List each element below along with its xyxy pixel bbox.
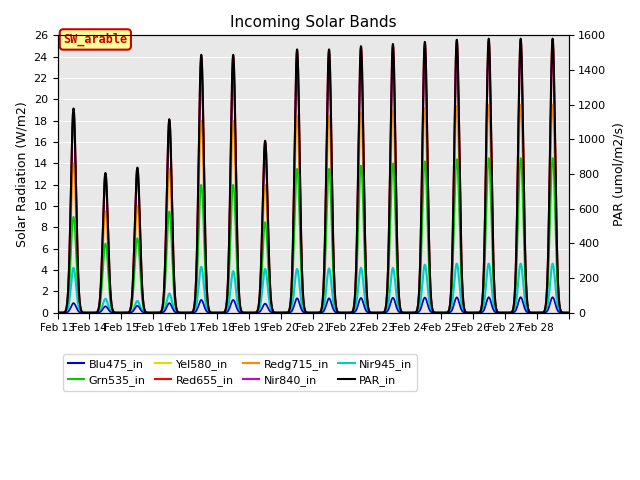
Text: SW_arable: SW_arable	[63, 33, 127, 46]
Y-axis label: Solar Radiation (W/m2): Solar Radiation (W/m2)	[15, 101, 28, 247]
Y-axis label: PAR (umol/m2/s): PAR (umol/m2/s)	[612, 122, 625, 226]
Legend: Blu475_in, Grn535_in, Yel580_in, Red655_in, Redg715_in, Nir840_in, Nir945_in, PA: Blu475_in, Grn535_in, Yel580_in, Red655_…	[63, 354, 417, 391]
Title: Incoming Solar Bands: Incoming Solar Bands	[230, 15, 396, 30]
